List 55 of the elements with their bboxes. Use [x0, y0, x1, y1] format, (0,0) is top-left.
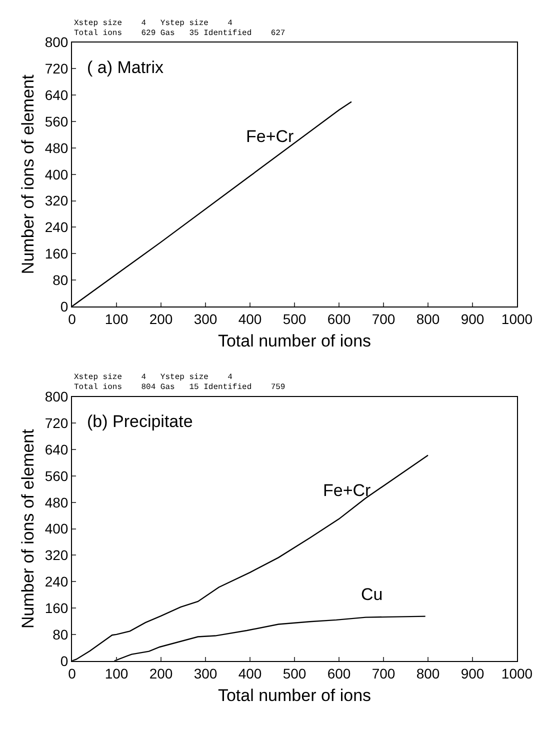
x-tick-label: 100: [104, 666, 128, 682]
x-tick-label: 500: [282, 311, 306, 328]
y-tick-label: 560: [44, 113, 68, 130]
x-tick-label: 700: [372, 311, 396, 328]
y-tick-label: 320: [44, 192, 68, 209]
text: Xstep size 4 Ystep size 4: [74, 19, 233, 28]
y-tick-label: 480: [44, 140, 68, 156]
text: Total ions 804 Gas 15 Identified 759: [74, 383, 286, 392]
series-label: Cu: [361, 585, 383, 604]
text: Xstep size 4 Ystep size 4: [74, 373, 233, 382]
y-tick-label: 80: [52, 626, 68, 642]
x-tick-label: 800: [416, 666, 440, 682]
y-tick-label: 720: [44, 60, 68, 77]
series-label: Fe+Cr: [323, 481, 372, 500]
x-tick-label: 900: [460, 666, 484, 682]
y-tick-label: 800: [44, 388, 68, 405]
text: ( a) Matrix: [87, 58, 164, 77]
y-tick-label: 240: [44, 574, 68, 590]
y-tick-label: 640: [44, 87, 68, 104]
y-tick-label: 320: [44, 547, 68, 564]
x-tick-label: 200: [149, 311, 173, 328]
y-tick-label: 0: [60, 652, 68, 669]
x-tick-label: 300: [194, 666, 218, 682]
x-tick-label: 400: [238, 311, 262, 328]
x-tick-label: 600: [327, 311, 351, 328]
x-tick-label: 800: [416, 311, 440, 328]
y-tick-label: 800: [44, 34, 68, 50]
y-tick-label: 80: [52, 272, 68, 288]
y-tick-label: 400: [44, 166, 68, 182]
text: (b) Precipitate: [87, 412, 193, 431]
y-axis-title: Number of ions of element: [18, 428, 38, 629]
y-tick-label: 560: [44, 468, 68, 484]
y-tick-label: 480: [44, 494, 68, 510]
y-axis-title: Number of ions of element: [18, 74, 38, 274]
y-tick-label: 640: [44, 441, 68, 458]
x-tick-label: 400: [238, 666, 262, 682]
x-tick-label: 700: [372, 666, 396, 682]
x-tick-label: 100: [104, 311, 128, 328]
y-tick-label: 160: [44, 600, 68, 616]
x-axis-title: Total number of ions: [218, 332, 372, 351]
x-tick-label: 300: [194, 311, 218, 328]
x-tick-label: 900: [460, 311, 484, 328]
x-tick-label: 200: [149, 666, 173, 682]
y-tick-label: 0: [60, 298, 68, 314]
x-tick-label: 500: [282, 666, 306, 682]
y-tick-label: 720: [44, 415, 68, 432]
x-tick-label: 1000: [501, 666, 533, 682]
series-label: Fe+Cr: [246, 127, 294, 146]
x-axis-title: Total number of ions: [218, 686, 372, 706]
y-tick-label: 400: [44, 520, 68, 537]
x-tick-label: 600: [327, 666, 351, 682]
y-tick-label: 160: [44, 246, 68, 262]
text: Total ions 629 Gas 35 Identified 627: [74, 29, 286, 38]
x-tick-label: 1000: [501, 311, 533, 328]
y-tick-label: 240: [44, 219, 68, 236]
